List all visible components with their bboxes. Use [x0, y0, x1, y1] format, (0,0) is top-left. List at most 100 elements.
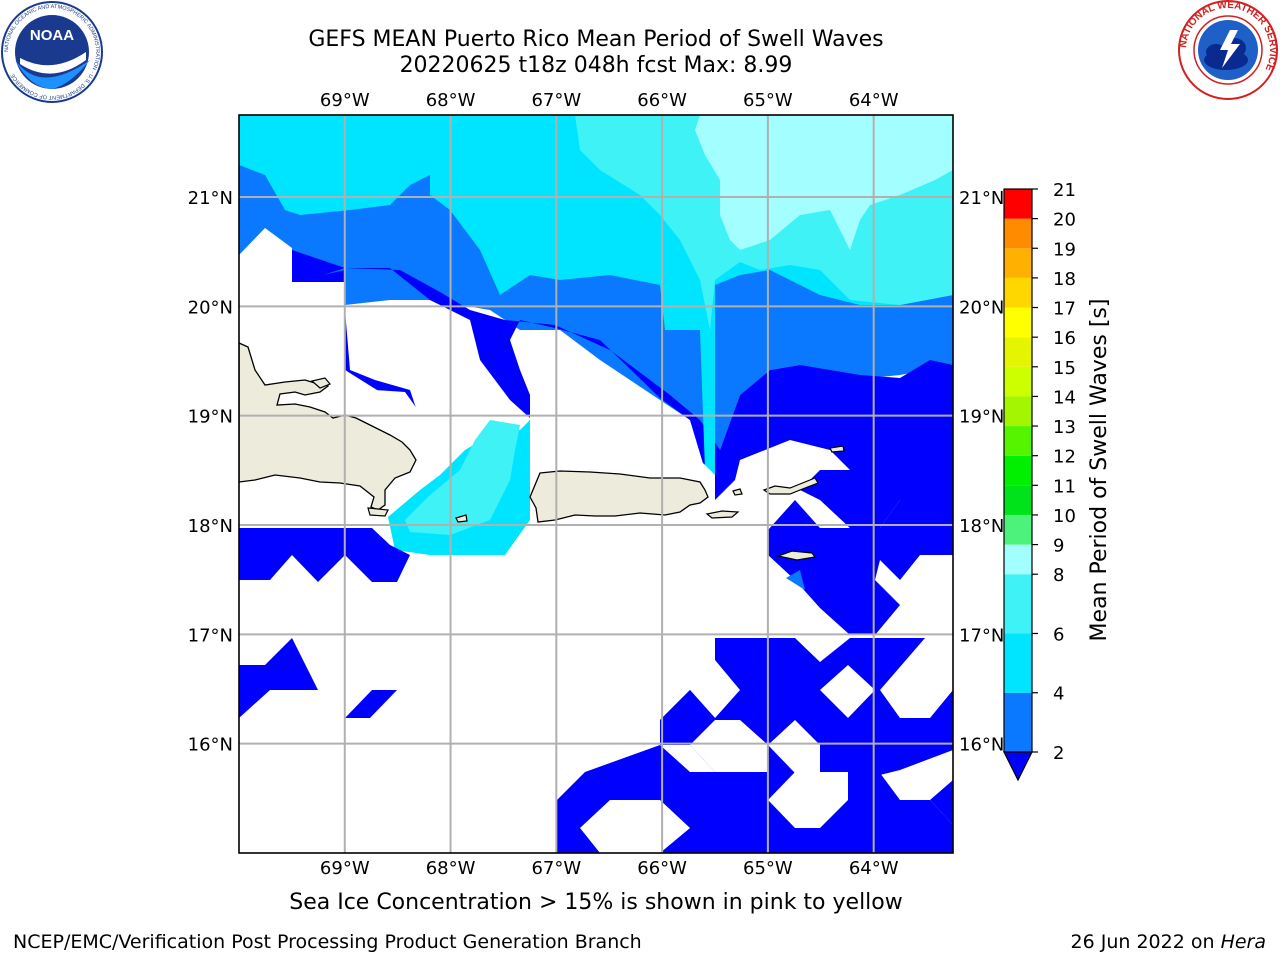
colorbar-band	[1004, 366, 1032, 397]
land-saona	[455, 514, 468, 523]
colorbar-tick-label: 12	[1053, 447, 1076, 468]
no-data-region-mona	[530, 365, 715, 500]
lat-tick-label-right: 16°N	[959, 735, 1004, 756]
lon-tick-label-bottom: 66°W	[637, 858, 687, 879]
swell-band-below-2-southwest-patch	[239, 638, 318, 718]
lat-tick-label-left: 21°N	[188, 188, 233, 209]
swell-band-below-2-patch-a	[660, 690, 715, 745]
land-culebra	[732, 488, 743, 496]
colorbar-band	[1004, 189, 1032, 219]
swell-band-8-9	[695, 115, 953, 250]
colorbar-extend-min	[1003, 751, 1033, 782]
swell-band-below-2-southwest	[239, 528, 410, 582]
lon-tick-label-top: 69°W	[320, 90, 370, 111]
colorbar-band	[1004, 633, 1032, 693]
colorbar-band	[1004, 277, 1032, 308]
land-virgin-islands	[762, 477, 819, 495]
colorbar-tick-label: 10	[1053, 506, 1076, 527]
colorbar-band	[1004, 485, 1032, 515]
lon-tick-label-bottom: 69°W	[320, 858, 370, 879]
colorbar-tick-label: 8	[1053, 565, 1064, 586]
chart-subtitle: 20220625 t18z 048h fcst Max: 8.99	[399, 53, 793, 78]
map-frame	[238, 114, 954, 854]
noaa-logo-icon: NOAA NATIONAL OCEANIC AND ATMOSPHERIC AD…	[1, 1, 103, 103]
colorbar-tick-label: 11	[1053, 476, 1076, 497]
land-ile-a-vache	[367, 507, 389, 517]
lon-tick-label-bottom: 64°W	[849, 858, 899, 879]
colorbar-band	[1004, 544, 1032, 575]
lon-tick-label-top: 66°W	[637, 90, 687, 111]
land-vieques	[705, 510, 740, 519]
colorbar-band	[1004, 455, 1032, 486]
lat-tick-label-right: 17°N	[959, 625, 1004, 646]
colorbar-tick-label: 21	[1053, 180, 1076, 201]
colorbar-tick-label: 4	[1053, 684, 1064, 705]
lon-tick-label-top: 68°W	[426, 90, 476, 111]
swell-band-below-2-east-inner	[800, 470, 900, 528]
colorbar-tick-label: 19	[1053, 239, 1076, 260]
swell-band-below-2-north	[292, 250, 953, 500]
colorbar-band	[1004, 218, 1032, 249]
colorbar-tick-label: 18	[1053, 269, 1076, 290]
colorbar-tick-label: 2	[1053, 743, 1064, 764]
lon-tick-label-bottom: 67°W	[531, 858, 581, 879]
no-data-hole-c	[820, 665, 875, 718]
lon-tick-label-bottom: 65°W	[743, 858, 793, 879]
lat-tick-label-left: 16°N	[188, 735, 233, 756]
sea-ice-note: Sea Ice Concentration > 15% is shown in …	[289, 890, 903, 915]
colorbar-band	[1004, 307, 1032, 338]
no-data-hole-d	[768, 772, 848, 828]
colorbar-band	[1004, 574, 1032, 634]
swell-band-below-2-east	[768, 500, 953, 635]
land-anegada	[829, 445, 845, 453]
lat-tick-label-right: 19°N	[959, 407, 1004, 428]
run-date-credit: 26 Jun 2022 on Hera	[1071, 931, 1266, 953]
machine-name: Hera	[1220, 931, 1266, 953]
swell-field-layer	[239, 115, 953, 853]
lon-tick-label-top: 64°W	[849, 90, 899, 111]
no-data-hole-b	[690, 720, 768, 772]
colorbar-band	[1004, 692, 1032, 752]
land-tortuga	[310, 377, 331, 389]
land-puerto-rico	[529, 470, 709, 523]
colorbar-band	[1004, 248, 1032, 278]
lat-tick-label-right: 20°N	[959, 297, 1004, 318]
lat-tick-label-left: 18°N	[188, 516, 233, 537]
colorbar-band	[1004, 426, 1032, 456]
colorbar-tick-label: 20	[1053, 210, 1076, 231]
colorbar-frame	[1003, 188, 1033, 753]
swell-band-6-8-south	[405, 420, 520, 535]
lat-tick-label-left: 19°N	[188, 407, 233, 428]
colorbar-tick-label: 17	[1053, 299, 1076, 320]
colorbar-tick-label: 15	[1053, 358, 1076, 379]
colorbar-label: Mean Period of Swell Waves [s]	[1087, 299, 1112, 642]
lon-tick-label-top: 67°W	[531, 90, 581, 111]
lat-tick-label-right: 18°N	[959, 516, 1004, 537]
colorbar-band	[1004, 396, 1032, 427]
noaa-logo-text: NOAA	[30, 27, 74, 44]
lat-tick-label-left: 17°N	[188, 625, 233, 646]
lon-tick-label-bottom: 68°W	[426, 858, 476, 879]
colorbar-tick-label: 16	[1053, 328, 1076, 349]
graticule	[239, 115, 953, 853]
lat-tick-label-left: 20°N	[188, 297, 233, 318]
swell-band-2-4-speck	[786, 570, 805, 590]
run-date: 26 Jun 2022 on	[1070, 931, 1221, 953]
axis-tick-labels: 69°W 69°W 68°W 68°W 67°W 67°W 66°W 66°W 65°W 65°W…	[188, 90, 1005, 879]
chart-title: GEFS MEAN Puerto Rico Mean Period of Swe…	[308, 27, 884, 52]
colorbar-band	[1004, 514, 1032, 545]
lat-tick-label-right: 21°N	[959, 188, 1004, 209]
colorbar-tick-label: 9	[1053, 536, 1064, 557]
colorbar-tick-label: 6	[1053, 624, 1064, 645]
colorbar-tick-label: 13	[1053, 417, 1076, 438]
nws-logo-icon: NATIONAL WEATHER SERVICE	[1178, 0, 1278, 100]
colorbar-band	[1004, 337, 1032, 367]
lon-tick-label-top: 65°W	[743, 90, 793, 111]
swell-band-below-2-small	[345, 690, 397, 718]
no-data-hole-a	[768, 720, 820, 773]
producer-credit: NCEP/EMC/Verification Post Processing Pr…	[13, 931, 642, 953]
colorbar: 2 4 6 8 9 10 11 12 13 14 15 16 17 18 19 20 21	[1003, 180, 1076, 782]
land-st-croix	[775, 550, 817, 561]
colorbar-tick-label: 14	[1053, 387, 1076, 408]
